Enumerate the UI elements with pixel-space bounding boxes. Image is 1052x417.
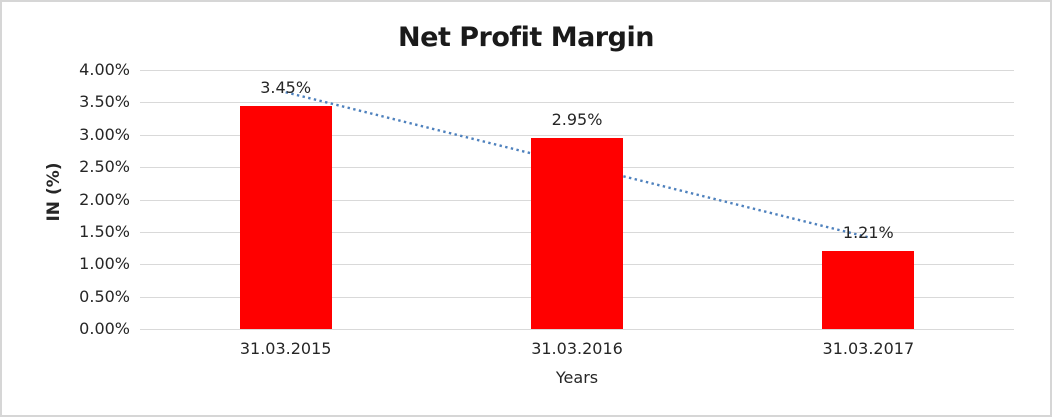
x-tick-label: 31.03.2015 — [239, 339, 332, 358]
trendline — [285, 91, 869, 239]
gridline — [140, 102, 1014, 104]
x-axis-title: Years — [555, 368, 599, 387]
y-tick-label: 3.00% — [79, 124, 130, 144]
gridline — [140, 134, 1014, 136]
bar — [531, 138, 623, 329]
bar — [822, 250, 915, 329]
chart-title: Net Profit Margin — [398, 22, 654, 53]
y-tick-label: 3.50% — [79, 92, 130, 112]
gridline — [140, 70, 1014, 71]
plot-area: 3.45% 2.95% 1.21% — [140, 70, 1014, 330]
y-tick-label: 2.00% — [79, 189, 130, 209]
y-tick-label: 2.50% — [79, 157, 130, 177]
bar-value-label: 3.45% — [260, 77, 312, 97]
bar-value-label: 2.95% — [551, 109, 603, 129]
x-tick-label: 31.03.2016 — [531, 339, 623, 358]
y-tick-label: 1.50% — [79, 221, 130, 241]
bar — [239, 105, 332, 329]
trendline-layer — [285, 91, 869, 239]
y-tick-label: 4.00% — [79, 60, 130, 79]
y-tick-label: 0.50% — [79, 286, 130, 306]
gridline — [140, 329, 1014, 330]
bar-value-label: 1.21% — [842, 222, 894, 242]
y-tick-label: 0.00% — [79, 319, 130, 338]
y-tick-label: 1.00% — [79, 254, 130, 274]
x-tick-label: 31.03.2017 — [822, 339, 915, 358]
